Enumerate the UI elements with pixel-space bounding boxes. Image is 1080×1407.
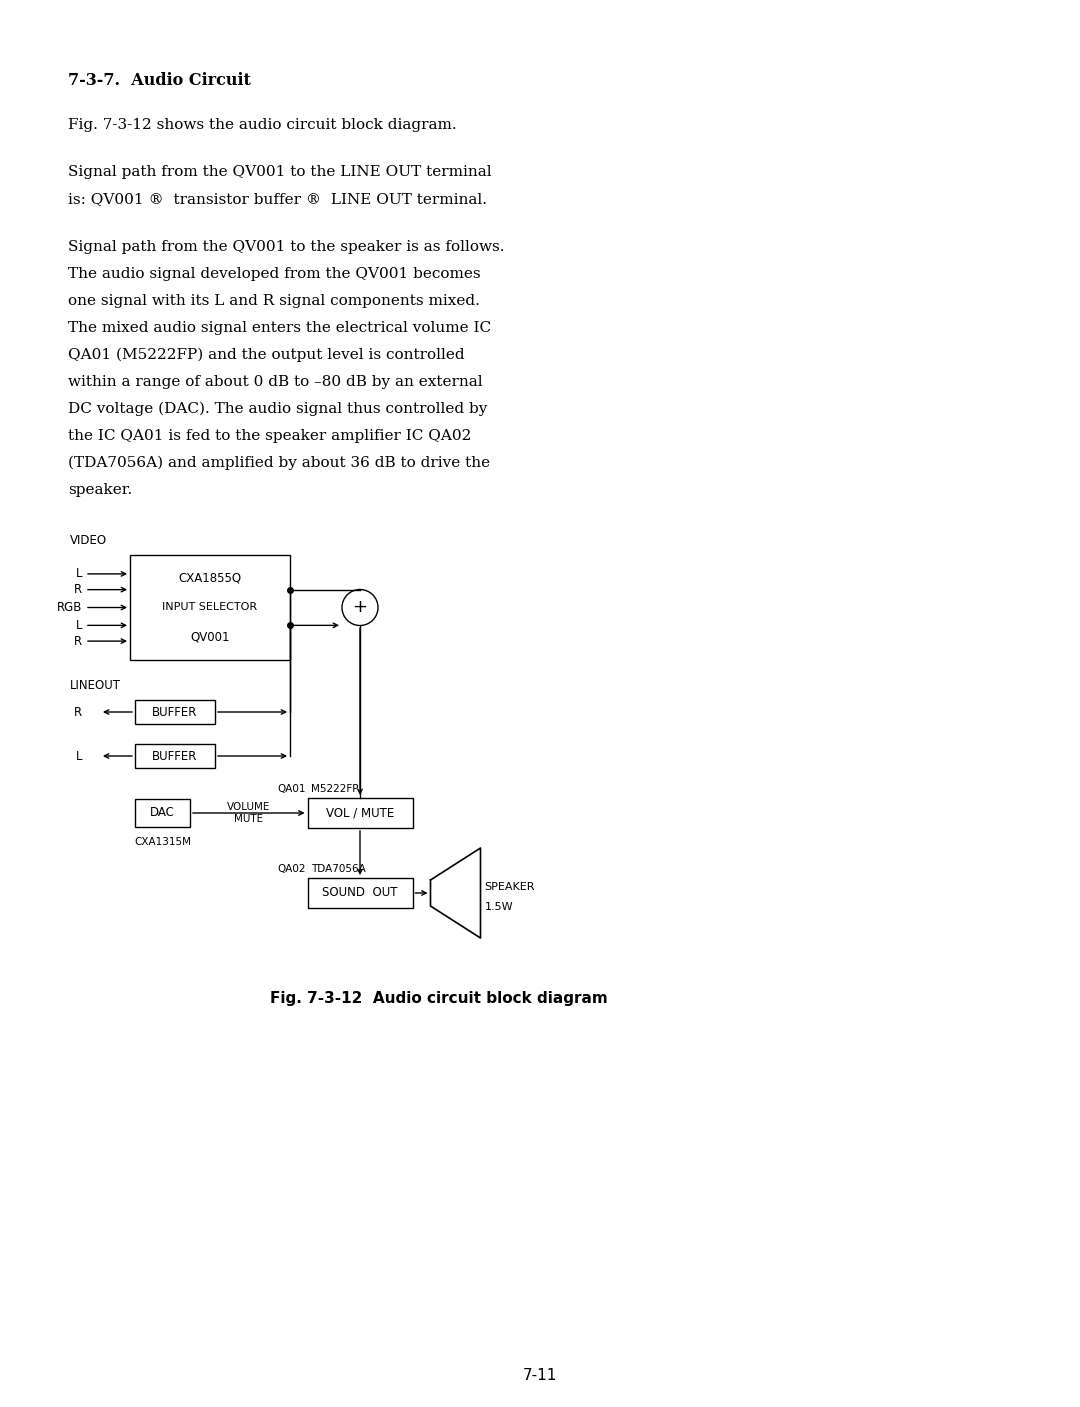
Text: speaker.: speaker. — [68, 483, 132, 497]
Text: QV001: QV001 — [190, 630, 230, 643]
Text: VOLUME: VOLUME — [227, 802, 270, 812]
Text: The audio signal developed from the QV001 becomes: The audio signal developed from the QV00… — [68, 267, 481, 281]
Text: RGB: RGB — [56, 601, 82, 613]
Text: within a range of about 0 dB to –80 dB by an external: within a range of about 0 dB to –80 dB b… — [68, 376, 483, 388]
Text: 7-3-7.  Audio Circuit: 7-3-7. Audio Circuit — [68, 72, 251, 89]
Text: Fig. 7-3-12 shows the audio circuit block diagram.: Fig. 7-3-12 shows the audio circuit bloc… — [68, 118, 457, 132]
Text: one signal with its L and R signal components mixed.: one signal with its L and R signal compo… — [68, 294, 480, 308]
Text: Fig. 7-3-12  Audio circuit block diagram: Fig. 7-3-12 Audio circuit block diagram — [270, 991, 608, 1006]
Text: Signal path from the QV001 to the LINE OUT terminal: Signal path from the QV001 to the LINE O… — [68, 165, 491, 179]
Bar — [308, 798, 413, 827]
Text: QA01: QA01 — [276, 784, 306, 794]
Bar — [130, 554, 291, 660]
Text: R: R — [73, 635, 82, 647]
Text: DC voltage (DAC). The audio signal thus controlled by: DC voltage (DAC). The audio signal thus … — [68, 402, 487, 416]
Text: BUFFER: BUFFER — [152, 705, 198, 719]
Text: the IC QA01 is fed to the speaker amplifier IC QA02: the IC QA01 is fed to the speaker amplif… — [68, 429, 471, 443]
Text: SPEAKER: SPEAKER — [485, 882, 535, 892]
Text: L: L — [76, 750, 82, 763]
Text: MUTE: MUTE — [234, 815, 264, 825]
Text: 1.5W: 1.5W — [485, 902, 513, 912]
Text: is: QV001 ®  transistor buffer ®  LINE OUT terminal.: is: QV001 ® transistor buffer ® LINE OUT… — [68, 191, 487, 205]
Text: L: L — [76, 619, 82, 632]
Text: INPUT SELECTOR: INPUT SELECTOR — [162, 602, 257, 612]
Text: (TDA7056A) and amplified by about 36 dB to drive the: (TDA7056A) and amplified by about 36 dB … — [68, 456, 490, 470]
Text: M5222FP: M5222FP — [311, 784, 359, 794]
Bar — [135, 799, 190, 827]
Bar — [135, 744, 215, 768]
Text: TDA7056A: TDA7056A — [311, 864, 366, 874]
Text: DAC: DAC — [150, 806, 175, 819]
Text: 7-11: 7-11 — [523, 1368, 557, 1383]
Text: R: R — [73, 582, 82, 597]
Text: CXA1855Q: CXA1855Q — [178, 571, 242, 584]
Text: VIDEO: VIDEO — [70, 535, 107, 547]
Text: QA02: QA02 — [276, 864, 306, 874]
Bar — [135, 701, 215, 725]
Bar — [308, 878, 413, 908]
Text: +: + — [352, 598, 367, 616]
Text: L: L — [76, 567, 82, 581]
Text: R: R — [73, 705, 82, 719]
Text: The mixed audio signal enters the electrical volume IC: The mixed audio signal enters the electr… — [68, 321, 491, 335]
Text: SOUND  OUT: SOUND OUT — [322, 886, 397, 899]
Text: VOL / MUTE: VOL / MUTE — [326, 806, 394, 819]
Text: BUFFER: BUFFER — [152, 750, 198, 763]
Text: Signal path from the QV001 to the speaker is as follows.: Signal path from the QV001 to the speake… — [68, 241, 504, 255]
Text: CXA1315M: CXA1315M — [134, 837, 191, 847]
Text: LINEOUT: LINEOUT — [70, 680, 121, 692]
Text: QA01 (M5222FP) and the output level is controlled: QA01 (M5222FP) and the output level is c… — [68, 348, 464, 363]
